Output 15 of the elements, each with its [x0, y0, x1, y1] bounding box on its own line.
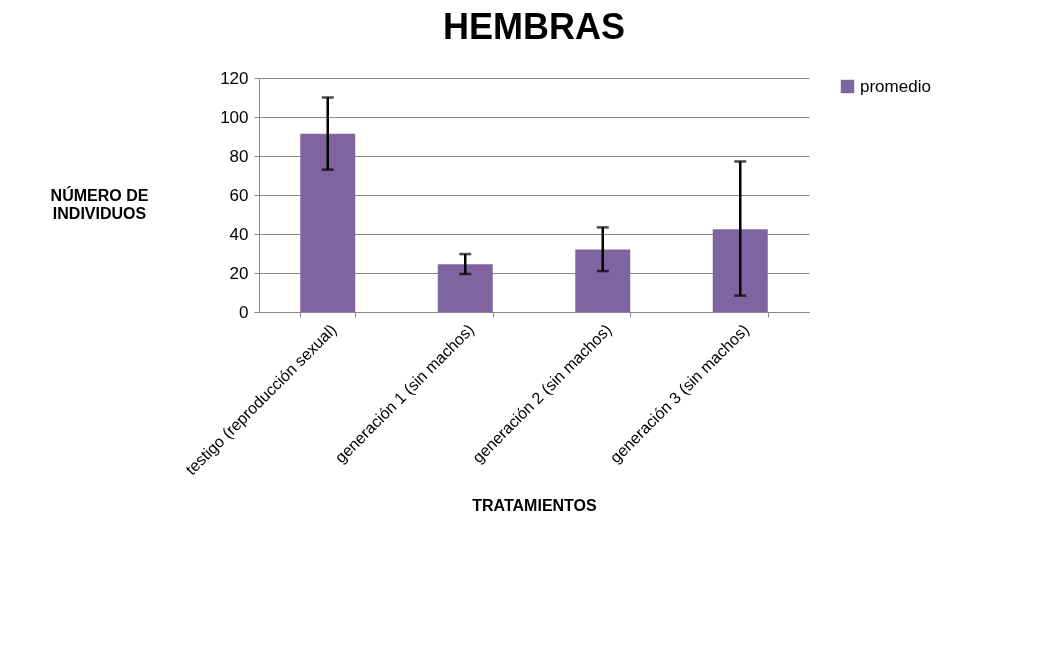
- bar: [712, 229, 768, 312]
- bar: [300, 133, 356, 312]
- y-tick-label: 40: [229, 224, 249, 244]
- y-tick-label: 100: [220, 107, 249, 127]
- chart-title: HEMBRAS: [442, 6, 626, 47]
- bar: [575, 249, 631, 312]
- x-axis-title: TRATAMIENTOS: [472, 497, 598, 515]
- legend-label: promedio: [860, 76, 931, 96]
- bar: [437, 264, 493, 312]
- y-axis-title: NÚMERO DE INDIVIDUOS: [50, 185, 149, 222]
- y-tick-label: 80: [229, 146, 249, 166]
- y-tick-label: 0: [239, 302, 249, 322]
- y-tick-label: 20: [229, 263, 249, 283]
- y-tick-label: 120: [220, 68, 249, 88]
- y-tick-label: 60: [229, 185, 249, 205]
